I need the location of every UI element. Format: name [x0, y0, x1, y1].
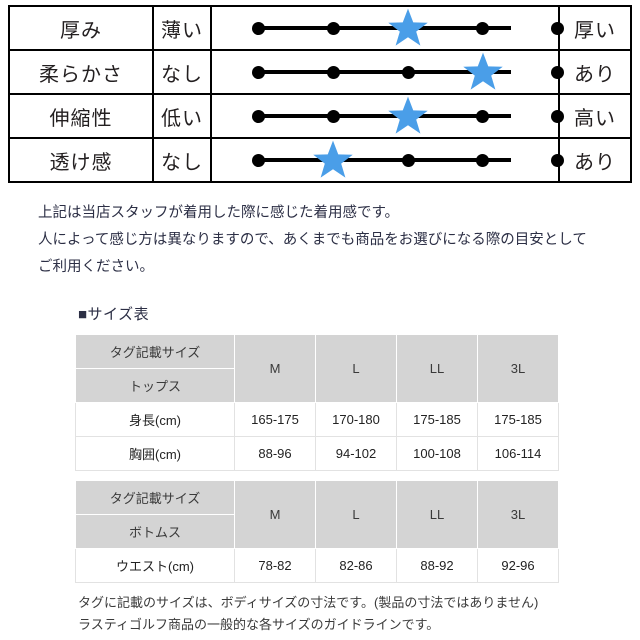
scale-dot-1 — [252, 153, 266, 167]
tops-kind-label: トップス — [75, 368, 235, 403]
wearing-feel-note: 上記は当店スタッフが着用した際に感じた着用感です。 人によって感じ方は異なります… — [38, 200, 613, 281]
star-marker-icon — [387, 95, 429, 137]
table-row: ボトムス — [75, 514, 559, 549]
table-row: 厚み 薄い 厚い — [8, 5, 632, 51]
size-chart-footnote: タグに記載のサイズは、ボディサイズの寸法です。(製品の寸法ではありません) ラス… — [78, 592, 598, 636]
note-line-1: 上記は当店スタッフが着用した際に感じた着用感です。 — [38, 205, 400, 221]
attribute-label-thickness: 厚み — [8, 5, 154, 51]
star-marker-icon — [312, 139, 354, 181]
tops-size-col-3l: 3L — [477, 334, 559, 403]
high-label-sheerness: あり — [558, 137, 632, 183]
scale-dot-3 — [401, 65, 415, 79]
tops-row-label-chest: 胸囲(cm) — [75, 436, 235, 471]
scale-dot-2 — [326, 65, 340, 79]
scale-dot-1 — [252, 109, 266, 123]
scale-line — [258, 158, 512, 162]
table-row: 伸縮性 低い 高い — [8, 93, 632, 139]
scale-thickness — [210, 5, 565, 51]
tops-tag-size-label: タグ記載サイズ — [75, 334, 235, 369]
tops-height-ll: 175-185 — [396, 402, 478, 437]
tops-chest-l: 94-102 — [315, 436, 397, 471]
note-line-2: 人によって感じ方は異なりますので、あくまでも商品をお選びになる際の目安として — [38, 232, 587, 248]
size-table-bottoms-body: タグ記載サイズ M L LL 3L ボトムス ウエスト(cm) 78-82 82… — [75, 480, 559, 583]
scale-line — [258, 114, 512, 118]
scale-track — [212, 95, 565, 137]
scale-softness — [210, 49, 565, 95]
scale-dot-4 — [476, 153, 490, 167]
tops-chest-3l: 106-114 — [477, 436, 559, 471]
scale-sheerness — [210, 137, 565, 183]
star-marker-icon — [462, 51, 504, 93]
tops-chest-ll: 100-108 — [396, 436, 478, 471]
footer-line-2: ラスティゴルフ商品の一般的な各サイズのガイドラインです。 — [78, 617, 440, 632]
low-label-softness: なし — [152, 49, 212, 95]
tops-size-col-l: L — [315, 334, 397, 403]
table-row: 透け感 なし あり — [8, 137, 632, 183]
scale-line — [258, 70, 512, 74]
bottoms-size-col-l: L — [315, 480, 397, 549]
bottoms-waist-ll: 88-92 — [396, 548, 478, 583]
bottoms-size-col-3l: 3L — [477, 480, 559, 549]
bottoms-waist-l: 82-86 — [315, 548, 397, 583]
footer-line-1: タグに記載のサイズは、ボディサイズの寸法です。(製品の寸法ではありません) — [78, 595, 539, 610]
tops-size-col-ll: LL — [396, 334, 478, 403]
tops-height-m: 165-175 — [234, 402, 316, 437]
attribute-label-stretch: 伸縮性 — [8, 93, 154, 139]
scale-dot-4 — [476, 109, 490, 123]
low-label-sheerness: なし — [152, 137, 212, 183]
bottoms-size-col-m: M — [234, 480, 316, 549]
note-line-3: ご利用ください。 — [38, 259, 154, 275]
tops-size-col-m: M — [234, 334, 316, 403]
scale-dot-4 — [476, 21, 490, 35]
wearing-feel-table-body: 厚み 薄い 厚い — [8, 5, 632, 183]
scale-track — [212, 7, 565, 49]
high-label-thickness: 厚い — [558, 5, 632, 51]
size-table-tops-body: タグ記載サイズ M L LL 3L トップス 身長(cm) 165-175 17… — [75, 334, 559, 471]
bottoms-size-col-ll: LL — [396, 480, 478, 549]
bottoms-kind-label: ボトムス — [75, 514, 235, 549]
wearing-feel-table: 厚み 薄い 厚い — [8, 5, 632, 183]
high-label-softness: あり — [558, 49, 632, 95]
table-row: トップス — [75, 368, 559, 403]
scale-dot-1 — [252, 21, 266, 35]
size-chart-heading: ■サイズ表 — [78, 306, 150, 323]
scale-dot-1 — [252, 65, 266, 79]
size-table-bottoms: タグ記載サイズ M L LL 3L ボトムス ウエスト(cm) 78-82 82… — [75, 480, 559, 583]
bottoms-waist-m: 78-82 — [234, 548, 316, 583]
scale-track — [212, 51, 565, 93]
scale-line — [258, 26, 512, 30]
scale-dot-5 — [551, 109, 565, 123]
tops-height-l: 170-180 — [315, 402, 397, 437]
tops-height-3l: 175-185 — [477, 402, 559, 437]
scale-dot-5 — [551, 65, 565, 79]
table-row: 胸囲(cm) 88-96 94-102 100-108 106-114 — [75, 436, 559, 471]
table-row: タグ記載サイズ M L LL 3L — [75, 480, 559, 549]
size-table-tops: タグ記載サイズ M L LL 3L トップス 身長(cm) 165-175 17… — [75, 334, 559, 471]
scale-dot-2 — [326, 21, 340, 35]
scale-dot-5 — [551, 21, 565, 35]
tops-chest-m: 88-96 — [234, 436, 316, 471]
star-marker-icon — [387, 7, 429, 49]
attribute-label-sheerness: 透け感 — [8, 137, 154, 183]
table-row: 柔らかさ なし あり — [8, 49, 632, 95]
scale-stretch — [210, 93, 565, 139]
tops-row-label-height: 身長(cm) — [75, 402, 235, 437]
scale-track — [212, 139, 565, 181]
low-label-thickness: 薄い — [152, 5, 212, 51]
table-row: 身長(cm) 165-175 170-180 175-185 175-185 — [75, 402, 559, 437]
bottoms-tag-size-label: タグ記載サイズ — [75, 480, 235, 515]
high-label-stretch: 高い — [558, 93, 632, 139]
bottoms-waist-3l: 92-96 — [477, 548, 559, 583]
bottoms-row-label-waist: ウエスト(cm) — [75, 548, 235, 583]
table-row: ウエスト(cm) 78-82 82-86 88-92 92-96 — [75, 548, 559, 583]
scale-dot-5 — [551, 153, 565, 167]
low-label-stretch: 低い — [152, 93, 212, 139]
table-row: タグ記載サイズ M L LL 3L — [75, 334, 559, 403]
scale-dot-3 — [401, 153, 415, 167]
attribute-label-softness: 柔らかさ — [8, 49, 154, 95]
scale-dot-2 — [326, 109, 340, 123]
